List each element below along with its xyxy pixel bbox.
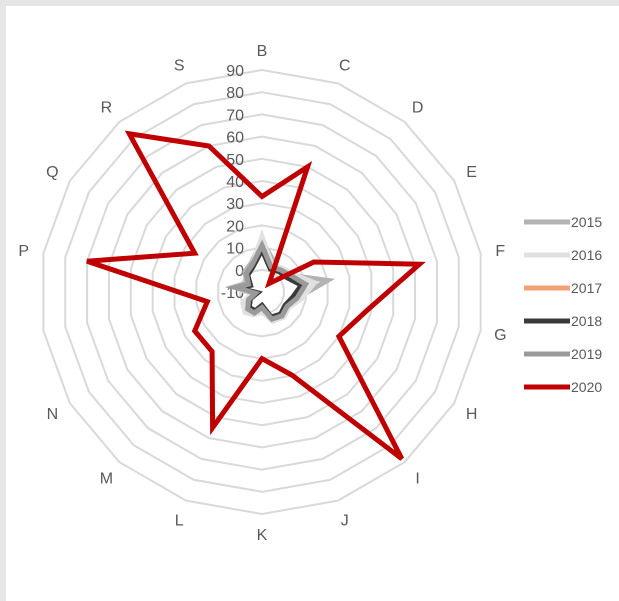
axis-label-16: R bbox=[101, 100, 113, 117]
series-2020 bbox=[86, 130, 426, 461]
legend-label-2015: 2015 bbox=[571, 214, 602, 230]
axis-label-2: D bbox=[412, 100, 424, 117]
legend-label-2019: 2019 bbox=[571, 346, 602, 362]
tick-label-8: 70 bbox=[226, 107, 244, 124]
axis-label-4: F bbox=[495, 243, 505, 260]
axis-label-17: S bbox=[174, 58, 185, 75]
grid-ring-10 bbox=[42, 68, 482, 516]
axis-label-9: K bbox=[257, 527, 268, 544]
tick-label-10: 90 bbox=[226, 63, 244, 80]
grid-ring-4 bbox=[173, 202, 351, 382]
legend-label-2016: 2016 bbox=[571, 247, 602, 263]
tick-label-7: 60 bbox=[226, 130, 244, 147]
axis-labels: B C D E F G H I J K L M N P Q R S bbox=[18, 43, 506, 544]
legend-label-2020: 2020 bbox=[571, 379, 602, 395]
tick-label-3: 20 bbox=[226, 218, 244, 235]
axis-label-7: I bbox=[415, 470, 419, 487]
tick-label-9: 80 bbox=[226, 85, 244, 102]
axis-label-6: H bbox=[466, 406, 478, 423]
axis-label-3: E bbox=[466, 164, 477, 181]
axis-label-0: B bbox=[257, 43, 268, 60]
axis-label-8: J bbox=[341, 512, 349, 529]
tick-label-4: 30 bbox=[226, 196, 244, 213]
grid-ring-5 bbox=[151, 179, 373, 405]
grid-ring-8 bbox=[86, 113, 438, 471]
legend-label-2017: 2017 bbox=[571, 280, 602, 296]
legend: 2015 2016 2017 2018 2019 2020 bbox=[524, 214, 602, 395]
axis-label-10: L bbox=[175, 512, 184, 529]
axis-label-5: G bbox=[494, 327, 506, 344]
tick-label-2: 10 bbox=[226, 241, 244, 258]
axis-label-15: Q bbox=[46, 164, 58, 181]
grid-ring-9 bbox=[64, 91, 460, 493]
grid-ring-6 bbox=[129, 157, 395, 427]
axis-label-1: C bbox=[339, 58, 351, 75]
axis-label-12: N bbox=[47, 406, 59, 423]
grid-layer bbox=[42, 68, 482, 516]
grid-ring-7 bbox=[107, 135, 417, 449]
tick-label-1: 0 bbox=[235, 263, 244, 280]
legend-label-2018: 2018 bbox=[571, 313, 602, 329]
axis-label-11: M bbox=[100, 470, 113, 487]
series-layer bbox=[86, 130, 426, 461]
axis-label-14: P bbox=[18, 243, 29, 260]
